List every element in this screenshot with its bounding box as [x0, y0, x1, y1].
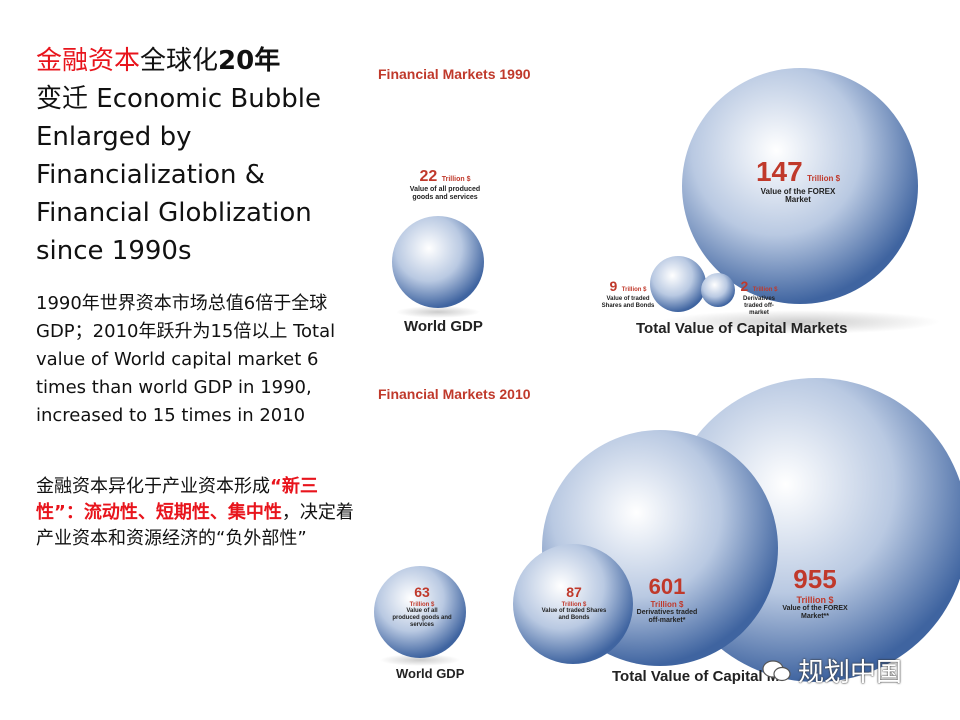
caption-gdp-2010: World GDP	[396, 666, 465, 681]
watermark-text: 规划中国	[798, 658, 903, 688]
caption-capital-1990: Total Value of Capital Markets	[636, 320, 848, 337]
shadow-gdp-2010	[380, 654, 460, 666]
panel-1990-title: Financial Markets 1990	[378, 66, 531, 82]
globe-shares-2010	[513, 544, 633, 664]
caption-gdp-1990: World GDP	[404, 318, 483, 335]
globe-gdp-1990	[392, 216, 484, 308]
paragraph-1: 1990年世界资本市场总值6倍于全球GDP；2010年跃升为15倍以上 Tota…	[36, 293, 336, 426]
label-shares-1990: 9 Trillion $ Value of traded Shares and …	[601, 278, 655, 309]
title-rest: 变迁 Economic Bubble Enlarged by Financial…	[36, 84, 321, 266]
globe-forex-1990	[682, 68, 918, 304]
wechat-icon	[762, 660, 791, 682]
paragraph-2-b: ，决定着产业资本和资源经济的“负外部性”	[36, 502, 354, 549]
paragraph-2: 金融资本异化于产业资本形成“新三性”：流动性、短期性、集中性，决定着产业资本和资…	[36, 474, 356, 552]
shadow-gdp-1990	[396, 306, 480, 318]
label-deriv-1990: 2 Trillion $ Derivatives traded off-mark…	[740, 278, 778, 316]
globe-shares-1990	[650, 256, 706, 312]
label-shares-2010: 87 Trillion $ Value of traded Shares and…	[541, 584, 607, 621]
paragraph-2-a: 金融资本异化于产业资本形成	[36, 476, 270, 497]
panel-2010-title: Financial Markets 2010	[378, 386, 531, 402]
label-forex-2010: 955 Trillion $ Value of the FOREX Market…	[782, 564, 848, 620]
shadow-forex-1990	[660, 310, 940, 334]
paragraph-2-red: “新三性”：流动性、短期性、集中性	[36, 476, 318, 523]
globe-gdp-2010	[374, 566, 466, 658]
caption-capital-2010: Total Value of Capital M	[612, 668, 780, 685]
left-text-panel: 金融资本全球化20年 变迁 Economic Bubble Enlarged b…	[36, 42, 356, 552]
label-gdp-1990: 22 Trillion $ Value of all produced good…	[409, 168, 481, 201]
label-gdp-2010: 63 Trillion $ Value of all produced good…	[392, 584, 452, 628]
title-red: 金融资本	[36, 46, 141, 76]
label-forex-1990: 147 Trillion $ Value of the FOREX Market	[755, 156, 841, 204]
slide-title: 金融资本全球化20年 变迁 Economic Bubble Enlarged b…	[36, 42, 356, 270]
title-bold: 20年	[218, 46, 281, 76]
title-black: 全球化	[140, 46, 219, 76]
globe-deriv-1990	[701, 273, 735, 307]
label-deriv-2010: 601 Trillion $ Derivatives traded off-ma…	[636, 574, 698, 624]
